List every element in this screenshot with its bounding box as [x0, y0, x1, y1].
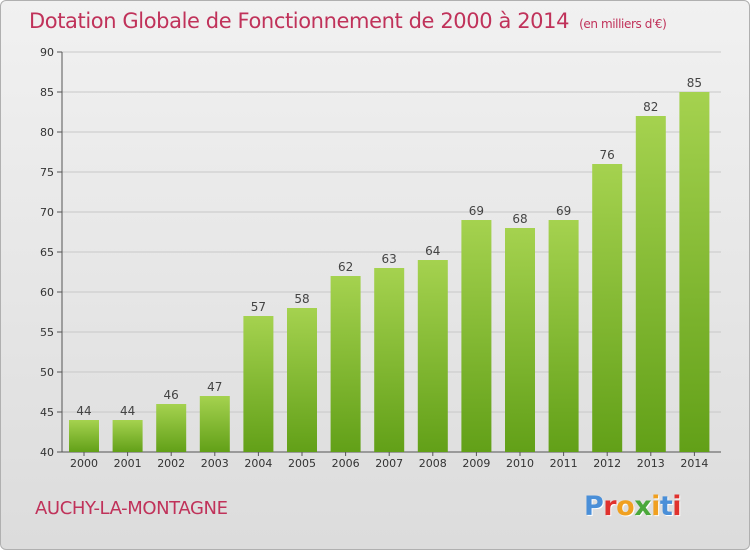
bar-2006	[330, 276, 361, 452]
bar-2014	[679, 92, 710, 452]
bar-2007	[374, 268, 405, 452]
bar-2001	[112, 420, 143, 452]
logo-letter: i	[672, 491, 682, 522]
x-tick-label: 2011	[550, 457, 578, 470]
y-tick-label: 55	[40, 326, 54, 339]
x-tick-label: 2003	[201, 457, 229, 470]
data-label: 64	[425, 244, 440, 258]
logo-letter: P	[584, 491, 604, 522]
x-tick-label: 2012	[593, 457, 621, 470]
x-tick-label: 2005	[288, 457, 316, 470]
data-label: 46	[164, 388, 179, 402]
data-label: 85	[687, 76, 702, 90]
chart-title-text: Dotation Globale de Fonctionnement de 20…	[29, 9, 570, 33]
bar-2009	[461, 220, 492, 452]
data-label: 63	[382, 252, 397, 266]
x-tick-label: 2013	[637, 457, 665, 470]
y-tick-label: 65	[40, 246, 54, 259]
data-label: 69	[556, 204, 571, 218]
proxiti-logo[interactable]: Proxiti	[584, 491, 682, 522]
bar-2003	[199, 396, 230, 452]
data-label: 58	[294, 292, 309, 306]
data-label: 76	[600, 148, 615, 162]
data-label: 44	[76, 404, 91, 418]
data-label: 44	[120, 404, 135, 418]
y-tick-label: 85	[40, 86, 54, 99]
y-tick-label: 80	[40, 126, 54, 139]
data-label: 47	[207, 380, 222, 394]
y-tick-label: 90	[40, 46, 54, 59]
y-tick-label: 45	[40, 406, 54, 419]
logo-letter: i	[651, 491, 660, 522]
bar-2002	[156, 404, 187, 452]
x-tick-label: 2008	[419, 457, 447, 470]
x-tick-label: 2006	[332, 457, 360, 470]
logo-letter: r	[603, 491, 617, 522]
bar-2004	[243, 316, 274, 452]
logo-letter: o	[616, 491, 635, 522]
bar-2000	[69, 420, 99, 452]
y-tick-label: 75	[40, 166, 54, 179]
logo-letter: x	[634, 491, 652, 522]
commune-name: AUCHY-LA-MONTAGNE	[35, 498, 228, 519]
chart-subtitle: (en milliers d'€)	[579, 17, 667, 31]
x-tick-label: 2007	[375, 457, 403, 470]
y-tick-label: 70	[40, 206, 54, 219]
x-tick-label: 2001	[114, 457, 142, 470]
data-label: 62	[338, 260, 353, 274]
y-tick-label: 40	[40, 446, 54, 459]
y-tick-label: 50	[40, 366, 54, 379]
bar-2013	[635, 116, 666, 452]
data-labels: 44 44 46 47 57 58 62 63 64 69 68 69 76 82 85	[76, 76, 702, 418]
x-tick-label: 2014	[680, 457, 708, 470]
chart-title: Dotation Globale de Fonctionnement de 20…	[29, 9, 667, 33]
bar-2011	[548, 220, 579, 452]
data-label: 82	[643, 100, 658, 114]
x-tick-label: 2010	[506, 457, 534, 470]
data-label: 68	[512, 212, 527, 226]
bar-2012	[592, 164, 623, 452]
bars	[69, 92, 710, 452]
bar-2008	[417, 260, 448, 452]
x-tick-label: 2000	[70, 457, 98, 470]
x-tick-label: 2002	[157, 457, 185, 470]
bar-2005	[287, 308, 317, 452]
data-label: 57	[251, 300, 266, 314]
x-tick-label: 2004	[244, 457, 272, 470]
x-tick-label: 2009	[462, 457, 490, 470]
bar-2010	[505, 228, 535, 452]
data-label: 69	[469, 204, 484, 218]
logo-letter: t	[659, 491, 673, 522]
y-tick-label: 60	[40, 286, 54, 299]
